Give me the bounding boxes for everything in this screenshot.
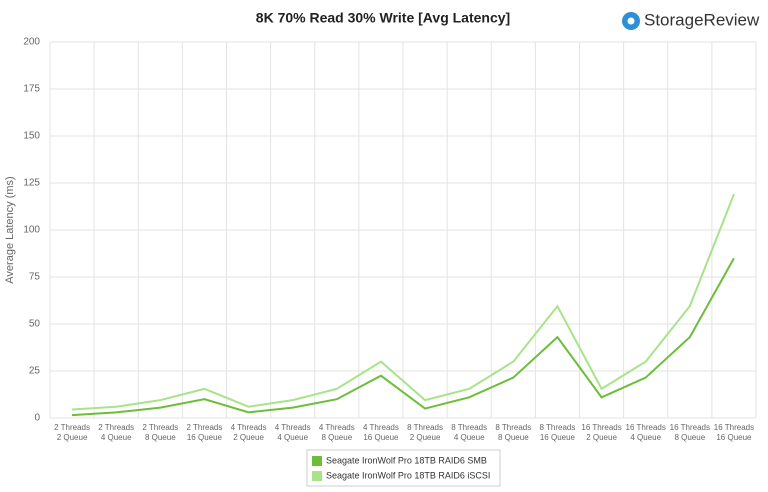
x-tick-label: 16 Threads — [581, 423, 621, 432]
x-tick-label: 4 Queue — [454, 433, 485, 442]
series-line — [71, 257, 735, 417]
y-tick-label: 25 — [29, 366, 41, 377]
y-tick-label: 200 — [23, 37, 40, 48]
x-tick-label: 4 Threads — [319, 423, 355, 432]
legend-label: Seagate IronWolf Pro 18TB RAID6 SMB — [326, 455, 487, 465]
x-tick-label: 16 Threads — [670, 423, 710, 432]
legend-swatch — [312, 456, 322, 466]
x-tick-label: 2 Queue — [410, 433, 441, 442]
x-tick-label: 16 Queue — [540, 433, 576, 442]
y-tick-label: 100 — [23, 225, 40, 236]
y-tick-label: 125 — [23, 178, 40, 189]
x-tick-label: 8 Threads — [540, 423, 576, 432]
x-tick-label: 8 Queue — [498, 433, 529, 442]
x-tick-label: 8 Threads — [495, 423, 531, 432]
x-tick-label: 4 Threads — [231, 423, 267, 432]
x-tick-label: 2 Threads — [187, 423, 223, 432]
legend-box — [306, 449, 501, 487]
logo: StorageReview — [622, 10, 760, 30]
x-tick-label: 16 Threads — [626, 423, 666, 432]
x-tick-label: 16 Queue — [363, 433, 399, 442]
x-tick-label: 4 Queue — [277, 433, 308, 442]
x-tick-label: 4 Threads — [363, 423, 399, 432]
x-tick-label: 8 Queue — [145, 433, 176, 442]
y-tick-label: 50 — [29, 319, 41, 330]
y-tick-label: 75 — [29, 272, 41, 283]
y-tick-label: 175 — [23, 84, 40, 95]
x-tick-label: 8 Threads — [451, 423, 487, 432]
x-tick-label: 4 Threads — [275, 423, 311, 432]
legend-swatch — [312, 471, 322, 481]
y-tick-label: 0 — [34, 413, 40, 424]
x-tick-label: 2 Queue — [586, 433, 617, 442]
x-tick-label: 2 Threads — [54, 423, 90, 432]
legend-label: Seagate IronWolf Pro 18TB RAID6 iSCSI — [326, 470, 490, 480]
y-tick-label: 150 — [23, 131, 40, 142]
x-tick-label: 2 Queue — [57, 433, 88, 442]
x-tick-label: 2 Threads — [142, 423, 178, 432]
x-tick-label: 16 Queue — [187, 433, 223, 442]
x-tick-label: 16 Queue — [716, 433, 752, 442]
x-tick-label: 2 Threads — [98, 423, 134, 432]
x-tick-label: 4 Queue — [630, 433, 661, 442]
x-tick-label: 16 Threads — [714, 423, 754, 432]
x-tick-label: 8 Queue — [674, 433, 705, 442]
series-line — [71, 193, 735, 411]
chart-title: 8K 70% Read 30% Write [Avg Latency] — [256, 10, 510, 26]
x-tick-label: 4 Queue — [101, 433, 132, 442]
x-tick-label: 2 Queue — [233, 433, 264, 442]
x-tick-label: 8 Queue — [321, 433, 352, 442]
y-axis-label: Average Latency (ms) — [4, 176, 16, 283]
brand: StorageReview — [644, 10, 760, 29]
x-tick-label: 8 Threads — [407, 423, 443, 432]
